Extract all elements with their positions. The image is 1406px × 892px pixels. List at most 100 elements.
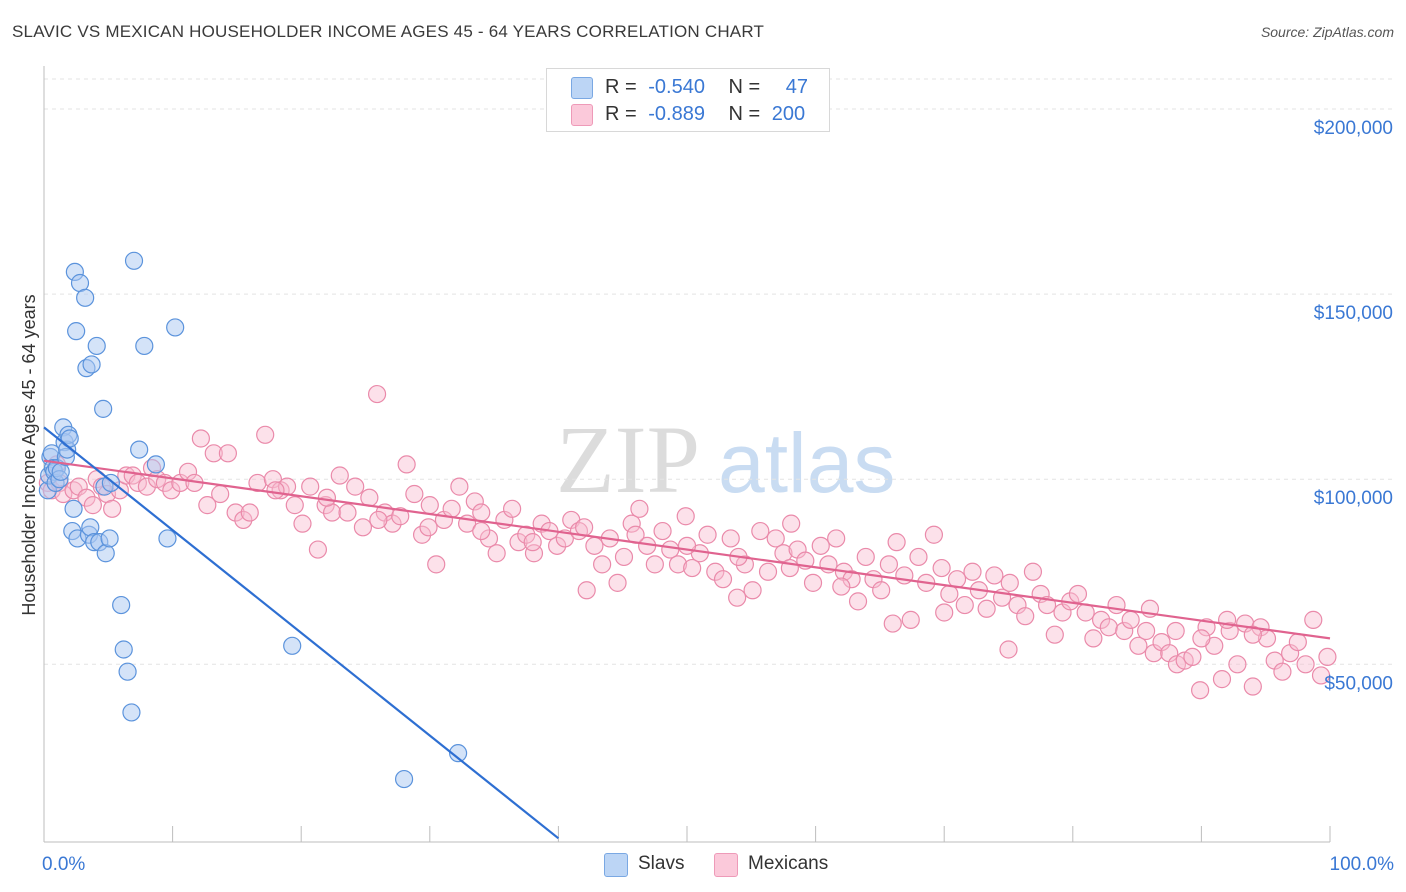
mexicans-point [901, 610, 920, 629]
mexicans-point [630, 499, 649, 518]
mexicans-point [575, 518, 594, 537]
slavs-swatch [571, 77, 593, 99]
mexicans-point [1166, 621, 1185, 641]
slavs-point [81, 518, 100, 537]
slavs-point [94, 399, 113, 418]
mexicans-point [285, 496, 304, 515]
mexicans-point [577, 581, 596, 600]
mexicans-point [266, 481, 285, 500]
mexicans-point [1023, 562, 1043, 581]
watermark: ZIP atlas [556, 406, 895, 513]
axis-labels: $50,000 $100,000 $150,000 $200,000 0.0% 100.0… [19, 118, 1394, 875]
mexicans-point [548, 536, 567, 555]
mexicans-point [848, 592, 868, 611]
mexicans-point [735, 555, 754, 574]
mexicans-point [883, 614, 902, 633]
mexicans-point [1243, 677, 1262, 696]
mexicans-point [645, 555, 664, 574]
mexicans-point [1099, 618, 1118, 637]
mexicans-point [935, 603, 954, 622]
mexicans-point [728, 588, 747, 607]
mexicans-point [1296, 655, 1315, 674]
slavs-point [135, 336, 154, 356]
mexicans-point [1191, 681, 1210, 700]
mexicans-point [346, 477, 365, 496]
mexicans-point [472, 503, 491, 522]
mexicans-point [1000, 573, 1019, 592]
slavs-point [96, 544, 115, 563]
mexicans-point [668, 555, 688, 574]
mexicans-point [1318, 647, 1337, 667]
mexicans-point [1137, 621, 1156, 641]
mexicans-point [842, 570, 861, 589]
mexicans-point [360, 488, 379, 507]
mexicans-point [479, 529, 499, 548]
y-tick-label: $200,000 [1314, 118, 1393, 139]
slavs-point [67, 322, 86, 341]
mexicans-point [1084, 629, 1103, 648]
mexicans-point [721, 529, 740, 548]
mexicans-point [369, 510, 388, 530]
slavs-point [118, 662, 137, 681]
chart-title: SLAVIC VS MEXICAN HOUSEHOLDER INCOME AGE… [12, 22, 765, 41]
mexicans-point [367, 384, 387, 404]
mexicans-point [103, 499, 122, 518]
mexicans-point [1121, 610, 1140, 629]
mexicans-point [240, 503, 259, 522]
mexicans-point [955, 595, 974, 615]
mexicans-point [383, 514, 402, 533]
mexicans-point [419, 518, 438, 537]
mexicans-point [706, 562, 725, 581]
y-tick-label: $100,000 [1314, 488, 1393, 509]
slavs-n-value: 47 [785, 76, 809, 98]
mexicans-point [856, 547, 875, 567]
y-tick-label: $150,000 [1314, 303, 1393, 324]
mexicans-point [83, 496, 102, 515]
slavs-points [38, 251, 468, 789]
mexicans-point [211, 484, 230, 504]
mexicans-point [427, 555, 446, 574]
mexicans-point [397, 455, 416, 474]
mexicans-point [1129, 636, 1148, 655]
mexicans-point [887, 533, 906, 552]
mexicans-point [308, 540, 328, 559]
mexicans-point [811, 536, 830, 555]
mexicans-point [832, 577, 851, 596]
mexicans-point [909, 547, 928, 567]
mexicans-point [77, 488, 96, 507]
mexicans-point [1273, 662, 1292, 681]
mexicans-point [487, 544, 506, 563]
mexicans-point [1045, 625, 1064, 644]
mexicans-point [1192, 629, 1211, 648]
slavs-point [122, 703, 141, 722]
slavs-point [283, 636, 302, 655]
mexicans-point [1107, 595, 1126, 615]
mexicans-point [1220, 621, 1239, 641]
mexicans-point [1243, 625, 1262, 644]
mexicans-point [614, 547, 634, 567]
mexicans-point [1311, 666, 1331, 685]
trend-lines [43, 426, 1331, 840]
slavs-point [64, 499, 83, 518]
mexicans-point [226, 503, 245, 522]
mexicans-point [472, 521, 491, 541]
mexicans-point [503, 499, 522, 518]
mexicans-point [782, 514, 801, 533]
mexicans-point [1068, 584, 1088, 604]
mexicans-point [585, 536, 604, 555]
mexicans-point [1228, 655, 1247, 674]
slavs-r-label: R = [605, 76, 637, 98]
mexicans-point [713, 570, 733, 589]
slavs-point [130, 440, 149, 459]
mexicans-point [803, 573, 823, 592]
mexicans-point [1288, 632, 1307, 652]
slavs-point [158, 529, 177, 548]
slavs-legend-swatch [604, 853, 628, 877]
slavs-trend-line [43, 426, 560, 840]
mexicans-point [198, 496, 217, 515]
mexicans-point [509, 533, 528, 552]
source-label: Source: ZipAtlas.com [1260, 24, 1394, 40]
slavs-n-label: N = [728, 76, 761, 98]
mexicans-point [766, 529, 785, 548]
mexicans-point [391, 507, 410, 526]
